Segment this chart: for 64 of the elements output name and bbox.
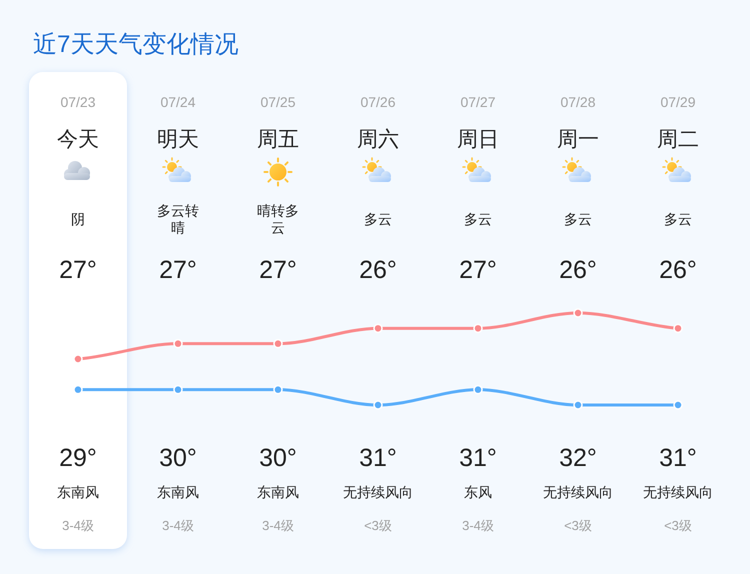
data-label: 27° (459, 256, 497, 284)
text: 周五 (257, 128, 299, 151)
text: 晴转多云 (257, 202, 299, 236)
text: 3-4级 (262, 518, 294, 533)
point (373, 324, 383, 334)
text: 东南风 (157, 484, 199, 500)
text: 东南风 (57, 484, 99, 500)
text: 东南风 (257, 484, 299, 500)
x-tick-label: 07/29 (660, 94, 696, 110)
text: 无持续风向 (543, 484, 613, 500)
text: 阴 (71, 211, 85, 227)
data-label: 26° (559, 256, 597, 284)
data-label: 30° (259, 444, 297, 472)
text: 无持续风向 (643, 484, 713, 500)
data-label: 29° (59, 444, 97, 472)
point (673, 400, 683, 410)
point (173, 384, 183, 394)
text: 多云 (664, 211, 692, 227)
text: 3-4级 (162, 518, 194, 533)
data-label: 31° (359, 444, 397, 472)
point (373, 400, 383, 410)
text: 今天 (57, 128, 99, 151)
x-tick-label: 07/27 (460, 94, 496, 110)
text: <3级 (664, 518, 692, 533)
text: 3-4级 (462, 518, 494, 533)
text: <3级 (364, 518, 392, 533)
text: 多云 (364, 211, 392, 227)
data-label: 27° (59, 256, 97, 284)
chart-title: 近7天天气变化情况 (33, 31, 238, 58)
x-tick-label: 07/28 (560, 94, 596, 110)
data-label: 27° (159, 256, 197, 284)
point (573, 400, 583, 410)
text: 3-4级 (62, 518, 94, 533)
text: 多云 (464, 211, 492, 227)
x-tick-label: 07/26 (360, 94, 396, 110)
data-label: 27° (259, 256, 297, 284)
point (473, 324, 483, 334)
data-label: 31° (459, 444, 497, 472)
point (173, 338, 183, 348)
x-tick-label: 07/24 (160, 94, 196, 110)
x-tick-label: 07/25 (260, 94, 296, 110)
point (73, 384, 83, 394)
data-label: 26° (659, 256, 697, 284)
text: 多云转晴 (157, 202, 199, 236)
point (273, 384, 283, 394)
point (573, 308, 583, 318)
data-label: 26° (359, 256, 397, 284)
text: 周六 (357, 128, 399, 151)
point (273, 338, 283, 348)
text: <3级 (564, 518, 592, 533)
data-label: 31° (659, 444, 697, 472)
data-label: 32° (559, 444, 597, 472)
text: 多云 (564, 211, 592, 227)
text: 周二 (657, 128, 699, 151)
data-label: 30° (159, 444, 197, 472)
text: 无持续风向 (343, 484, 413, 500)
text: 周日 (457, 128, 499, 151)
point (473, 384, 483, 394)
text: 明天 (157, 128, 199, 151)
point (673, 324, 683, 334)
text: 周一 (557, 128, 599, 151)
text: 东风 (464, 484, 492, 500)
x-tick-label: 07/23 (60, 94, 96, 110)
point (73, 354, 83, 364)
